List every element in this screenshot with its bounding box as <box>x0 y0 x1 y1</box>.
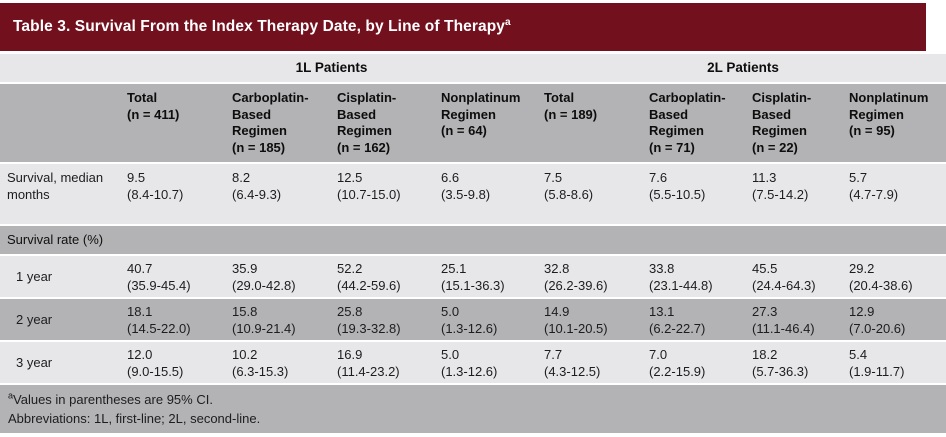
year1-carboplatin-2l: 33.8 (23.1-44.8) <box>649 260 713 293</box>
column-header-spacer <box>0 84 123 162</box>
row-label-median-survival: Survival, median months <box>7 170 104 202</box>
table-row-3-year: 3 year 12.0 (9.0-15.5) 10.2 (6.3-15.3) 1… <box>0 342 946 383</box>
year1-total-2l: 32.8 (26.2-39.6) <box>544 260 608 293</box>
table-row-median-survival: Survival, median months 9.5 (8.4-10.7) 8… <box>0 164 946 224</box>
table-row-1-year: 1 year 40.7 (35.9-45.4) 35.9 (29.0-42.8)… <box>0 256 946 297</box>
year3-total-1l: 12.0 (9.0-15.5) <box>127 346 184 379</box>
year2-nonplatinum-2l: 12.9 (7.0-20.6) <box>849 303 906 336</box>
row-label-2-year: 2 year <box>16 312 53 327</box>
median-cisplatin-2l: 11.3 (7.5-14.2) <box>752 170 809 202</box>
median-total-1l: 9.5 (8.4-10.7) <box>127 170 184 202</box>
group-header-row: 1L Patients 2L Patients <box>0 54 946 82</box>
year2-cisplatin-1l: 25.8 (19.3-32.8) <box>337 303 401 336</box>
year1-nonplatinum-2l: 29.2 (20.4-38.6) <box>849 260 913 293</box>
col-header-cisplatin-2l: Cisplatin- Based Regimen (n = 22) <box>752 90 812 155</box>
col-header-carboplatin-2l: Carboplatin- Based Regimen (n = 71) <box>649 90 726 155</box>
column-header-row: Total (n = 411) Carboplatin- Based Regim… <box>0 84 946 162</box>
median-cisplatin-1l: 12.5 (10.7-15.0) <box>337 170 401 202</box>
col-header-carboplatin-1l: Carboplatin- Based Regimen (n = 185) <box>232 90 309 155</box>
group-header-spacer <box>0 54 123 82</box>
table-title-text: Table 3. Survival From the Index Therapy… <box>13 18 506 35</box>
table-row-2-year: 2 year 18.1 (14.5-22.0) 15.8 (10.9-21.4)… <box>0 299 946 340</box>
year3-total-2l: 7.7 (4.3-12.5) <box>544 346 601 379</box>
year2-total-2l: 14.9 (10.1-20.5) <box>544 303 608 336</box>
table-row-survival-rate-section: Survival rate (%) <box>0 226 946 254</box>
section-label-survival-rate: Survival rate (%) <box>7 232 104 247</box>
table-title-footnote-marker: a <box>505 16 511 28</box>
row-label-1-year: 1 year <box>16 269 53 284</box>
group-header-1l: 1L Patients <box>295 60 368 75</box>
year2-nonplatinum-1l: 5.0 (1.3-12.6) <box>441 303 498 336</box>
col-header-cisplatin-1l: Cisplatin- Based Regimen (n = 162) <box>337 90 397 155</box>
year3-cisplatin-1l: 16.9 (11.4-23.2) <box>337 346 400 379</box>
row-label-3-year: 3 year <box>16 355 53 370</box>
year3-cisplatin-2l: 18.2 (5.7-36.3) <box>752 346 809 379</box>
year2-carboplatin-2l: 13.1 (6.2-22.7) <box>649 303 706 336</box>
year3-carboplatin-1l: 10.2 (6.3-15.3) <box>232 346 289 379</box>
table-footnotes: aValues in parentheses are 95% CI. Abbre… <box>0 385 946 433</box>
year2-carboplatin-1l: 15.8 (10.9-21.4) <box>232 303 296 336</box>
year1-cisplatin-2l: 45.5 (24.4-64.3) <box>752 260 816 293</box>
year3-carboplatin-2l: 7.0 (2.2-15.9) <box>649 346 706 379</box>
median-carboplatin-2l: 7.6 (5.5-10.5) <box>649 170 706 202</box>
group-header-2l: 2L Patients <box>707 60 779 75</box>
year1-carboplatin-1l: 35.9 (29.0-42.8) <box>232 260 296 293</box>
year2-total-1l: 18.1 (14.5-22.0) <box>127 303 191 336</box>
year1-total-1l: 40.7 (35.9-45.4) <box>127 260 191 293</box>
median-total-2l: 7.5 (5.8-8.6) <box>544 170 594 202</box>
footnote-abbreviations: Abbreviations: 1L, first-line; 2L, secon… <box>8 410 261 426</box>
year3-nonplatinum-2l: 5.4 (1.9-11.7) <box>849 346 905 379</box>
col-header-nonplatinum-1l: Nonplatinum Regimen (n = 64) <box>441 90 521 138</box>
col-header-total-1l: Total (n = 411) <box>127 90 180 122</box>
footnote-ci: aValues in parentheses are 95% CI. <box>8 391 946 410</box>
table-title: Table 3. Survival From the Index Therapy… <box>0 3 926 51</box>
median-carboplatin-1l: 8.2 (6.4-9.3) <box>232 170 282 202</box>
median-nonplatinum-2l: 5.7 (4.7-7.9) <box>849 170 899 202</box>
footnote-ci-text: Values in parentheses are 95% CI. <box>13 392 213 407</box>
median-nonplatinum-1l: 6.6 (3.5-9.8) <box>441 170 491 202</box>
year1-cisplatin-1l: 52.2 (44.2-59.6) <box>337 260 401 293</box>
year2-cisplatin-2l: 27.3 (11.1-46.4) <box>752 303 815 336</box>
col-header-total-2l: Total (n = 189) <box>544 90 598 122</box>
year1-nonplatinum-1l: 25.1 (15.1-36.3) <box>441 260 505 293</box>
col-header-nonplatinum-2l: Nonplatinum Regimen (n = 95) <box>849 90 929 138</box>
year3-nonplatinum-1l: 5.0 (1.3-12.6) <box>441 346 498 379</box>
footnote-marker-a: a <box>8 390 14 401</box>
